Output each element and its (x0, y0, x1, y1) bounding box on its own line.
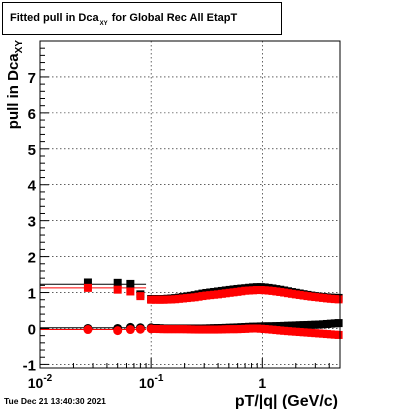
marker-red-width (83, 283, 92, 292)
chart-title: Fitted pull in DcaXY for Global Rec All … (2, 2, 282, 35)
marker-red-mean (113, 326, 123, 336)
chart-title-prefix: Fitted pull in Dca (10, 12, 99, 24)
plot-area (40, 41, 340, 368)
y-axis-label-sub: XY (14, 40, 25, 54)
marker-red-width (126, 287, 135, 296)
marker-red-width (113, 285, 122, 294)
x-tick-label: 1 (258, 375, 266, 391)
y-axis-label: pull in DcaXY (5, 40, 25, 130)
x-axis-label: pT/|q| (GeV/c) (235, 393, 338, 409)
axis-ticks (39, 47, 330, 368)
y-axis-label-main: pull in Dca (5, 53, 22, 130)
x-tick-label: 10-1 (139, 373, 164, 391)
marker-red-width (136, 292, 145, 301)
y-tick-label: 3 (28, 214, 36, 231)
marker-black-width (126, 279, 135, 288)
y-tick-label: 5 (28, 142, 36, 159)
y-tick-label: 6 (28, 106, 36, 123)
plot-frame (39, 40, 341, 369)
marker-red-mean (135, 324, 145, 334)
y-tick-label: 7 (28, 70, 36, 87)
y-tick-label: 0 (28, 321, 36, 338)
y-tick-label: -1 (23, 357, 36, 374)
marker-red-mean (125, 325, 135, 335)
marker-black-width (113, 278, 122, 287)
marker-black-mean (334, 319, 343, 328)
marker-red-width (147, 295, 156, 304)
grid (40, 41, 340, 368)
chart-title-subscript: XY (99, 21, 108, 27)
tick-labels: 10-2 10-1 1 -1 0 1 2 3 4 5 6 7 (23, 70, 267, 391)
marker-red-mean (83, 325, 93, 335)
data-series (83, 278, 343, 339)
y-tick-label: 2 (28, 250, 36, 267)
marker-red-mean (334, 330, 343, 339)
x-tick-label: 10-2 (28, 373, 53, 391)
chart-title-suffix: for Global Rec All EtapT (111, 12, 238, 24)
marker-red-width (334, 295, 343, 304)
y-tick-label: 4 (28, 178, 37, 195)
marker-black-width (83, 278, 92, 287)
timestamp: Tue Dec 21 13:40:30 2021 (4, 396, 106, 406)
y-tick-label: 1 (28, 286, 36, 303)
